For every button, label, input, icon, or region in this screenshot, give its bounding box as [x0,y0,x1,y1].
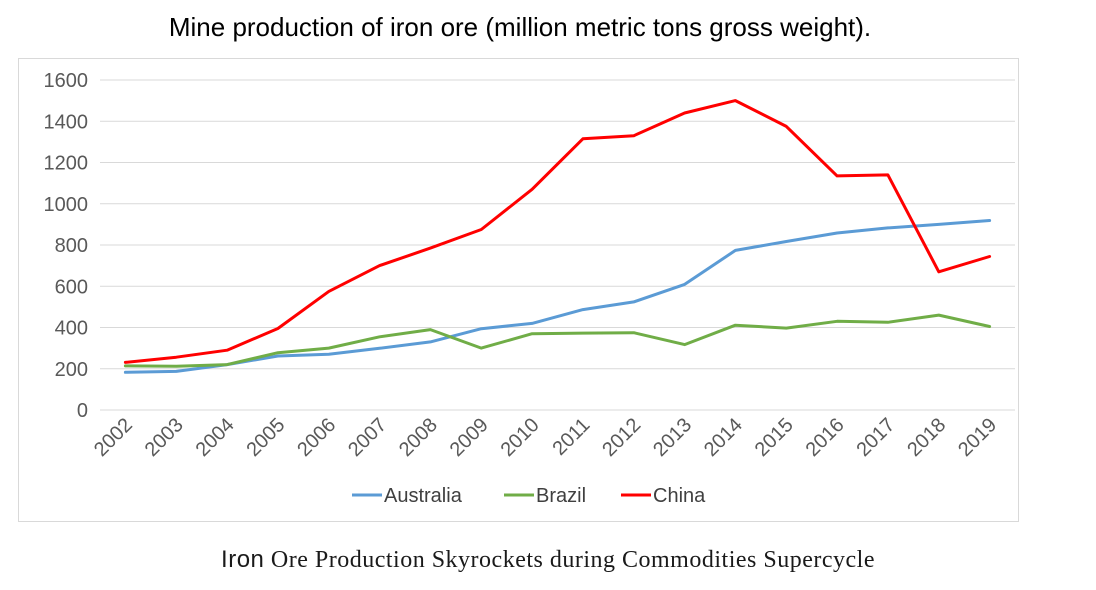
x-tick-label: 2003 [141,414,188,461]
series-line-china [123,99,992,364]
figure-caption: Iron Ore Production Skyrockets during Co… [0,546,1096,574]
x-tick-label: 2012 [598,414,645,461]
y-tick-label: 1200 [44,153,89,175]
y-tick-label: 800 [55,235,88,257]
y-tick-label: 1600 [44,70,89,92]
x-tick-label: 2014 [700,414,747,461]
x-tick-label: 2004 [192,414,239,461]
series-line-brazil [123,313,992,368]
x-tick-label: 2016 [802,414,849,461]
x-tick-label: 2015 [751,414,798,461]
x-tick-label: 2010 [497,414,544,461]
y-tick-label: 200 [55,359,88,381]
legend-label-china: China [653,485,706,507]
x-tick-label: 2005 [242,414,289,461]
y-tick-label: 0 [77,400,88,422]
series-line-australia [123,219,992,374]
x-tick-label: 2018 [903,414,950,461]
chart-title: Mine production of iron ore (million met… [168,12,872,42]
x-tick-label: 2007 [344,414,391,461]
y-tick-label: 400 [55,318,88,340]
x-tick-label: 2011 [548,414,594,460]
series-lines [123,99,992,374]
x-tick-label: 2017 [852,414,899,461]
chart-frame [18,58,1019,522]
legend: Australia Brazil China [352,485,706,507]
x-tick-label: 2009 [446,414,493,461]
x-axis-ticks: 2002 2003 2004 2005 2006 2007 2008 2009 2010 2011… [90,414,1001,461]
x-tick-label: 2008 [395,414,442,461]
legend-label-australia: Australia [384,485,463,507]
caption-part-2: Ore Production Skyrockets during Commodi… [264,547,875,573]
x-tick-label: 2002 [90,414,137,461]
legend-label-brazil: Brazil [536,485,586,507]
y-axis-ticks: 0 200 400 600 800 1000 1200 1400 1600 [44,70,89,422]
x-tick-label: 2019 [954,414,1001,461]
x-tick-label: 2006 [293,414,340,461]
y-tick-label: 600 [55,276,88,298]
caption-part-1: Iron [221,546,265,573]
y-tick-label: 1000 [44,194,89,216]
gridlines [100,79,1015,411]
x-tick-label: 2013 [649,414,696,461]
y-tick-label: 1400 [44,111,89,133]
